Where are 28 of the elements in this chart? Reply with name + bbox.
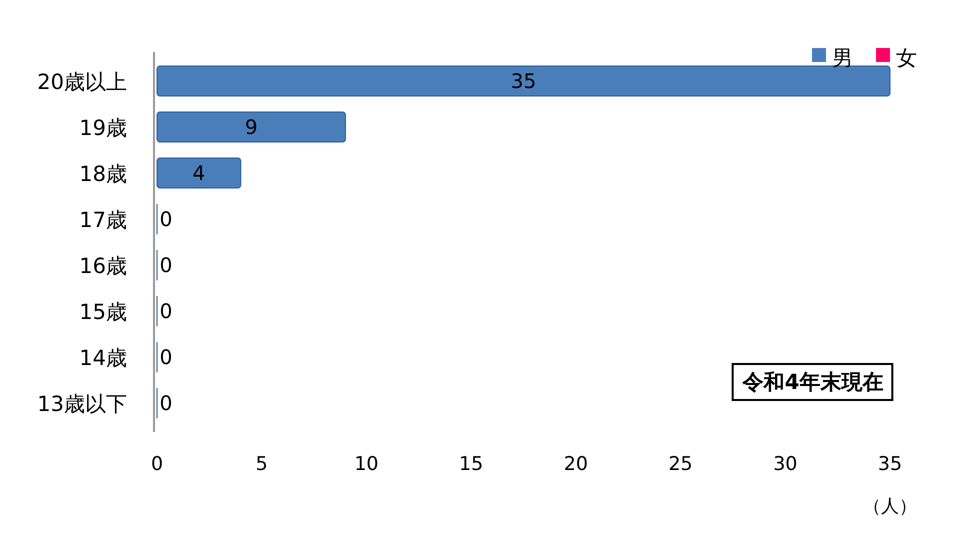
annotation: 令和4年末現在 bbox=[742, 370, 884, 394]
data-label: 0 bbox=[160, 299, 172, 323]
data-label: 0 bbox=[160, 345, 172, 369]
x-tick-label: 0 bbox=[150, 453, 164, 475]
category-label: 17歳 bbox=[79, 208, 127, 232]
category-label: 14歳 bbox=[79, 346, 127, 370]
category-label: 15歳 bbox=[79, 300, 127, 324]
legend-label: 男 bbox=[832, 46, 853, 70]
data-label: 4 bbox=[192, 161, 206, 185]
data-label: 0 bbox=[160, 253, 172, 277]
x-tick-label: 30 bbox=[773, 453, 798, 475]
category-label: 19歳 bbox=[79, 116, 127, 140]
x-tick-label: 5 bbox=[256, 453, 268, 475]
category-label: 18歳 bbox=[79, 162, 127, 186]
category-label: 20歳以上 bbox=[37, 70, 127, 94]
legend-label: 女 bbox=[896, 46, 917, 70]
x-tick-label: 25 bbox=[668, 453, 693, 475]
data-label: 9 bbox=[244, 115, 258, 139]
x-axis-title: （人） bbox=[863, 496, 917, 517]
x-tick-label: 20 bbox=[564, 453, 588, 475]
x-tick-label: 15 bbox=[459, 453, 484, 475]
data-label: 0 bbox=[160, 207, 172, 231]
data-label: 35 bbox=[510, 69, 536, 93]
category-label: 13歳以下 bbox=[37, 392, 127, 416]
x-tick-label: 10 bbox=[354, 453, 379, 475]
data-label: 0 bbox=[160, 391, 172, 415]
category-label: 16歳 bbox=[79, 254, 127, 278]
x-tick-label: 35 bbox=[878, 453, 902, 475]
